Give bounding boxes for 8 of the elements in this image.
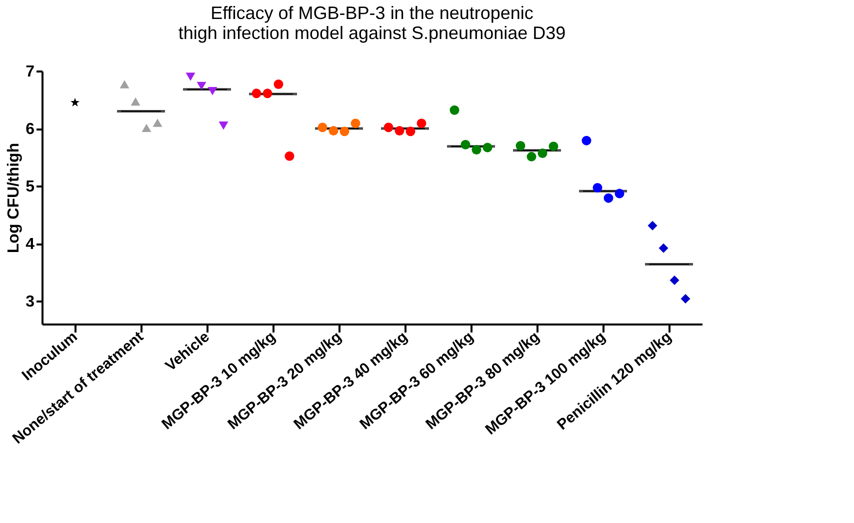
text: thigh infection model against S.pneumoniae D39 bbox=[178, 23, 566, 43]
y-axis-title: Log CFU/thigh bbox=[6, 142, 23, 254]
y-tick-label: 7 bbox=[26, 64, 35, 80]
y-tick-label: 5 bbox=[26, 178, 35, 196]
y-tick-label: 6 bbox=[26, 121, 35, 138]
y-tick-label: 3 bbox=[26, 294, 35, 310]
text: Efficacy of MGB-BP-3 in the neutropenic bbox=[210, 3, 534, 23]
y-tick-label: 4 bbox=[26, 236, 35, 253]
